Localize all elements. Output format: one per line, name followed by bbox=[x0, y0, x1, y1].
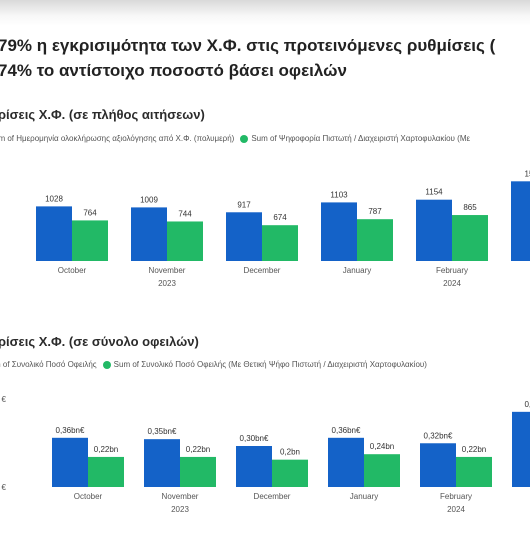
headline: 79% η εγκρισιμότητα των Χ.Φ. στις προτει… bbox=[0, 33, 530, 83]
chart2-title: ρίσεις Χ.Φ. (σε σύνολο οφειλών) bbox=[0, 334, 199, 349]
headline-line-2: 74% το αντίστοιχο ποσοστό βάσει οφειλών bbox=[0, 61, 347, 80]
top-fade bbox=[0, 0, 530, 26]
chart2-bar-s2 bbox=[180, 456, 216, 487]
chart2-bar-s1 bbox=[236, 446, 272, 487]
chart1-bar-s1 bbox=[226, 212, 262, 261]
chart1-data-label: 865 bbox=[463, 203, 477, 212]
chart2-x-year-label: 2023 bbox=[171, 505, 189, 514]
chart1-bar-s2 bbox=[262, 225, 298, 261]
chart1-data-label: 744 bbox=[178, 209, 192, 218]
chart2-data-label: 0,30bn€ bbox=[240, 434, 269, 443]
chart2-data-label: 0,22bn bbox=[94, 445, 118, 454]
chart1-bar-s1 bbox=[416, 199, 452, 261]
chart2-data-label: 0,24bn bbox=[370, 442, 394, 451]
chart1-x-tick-label: January bbox=[343, 266, 371, 275]
chart1-data-label: 1028 bbox=[45, 194, 63, 203]
chart2-svg: € €0,36bn€ 0,22bn October 0,35bn€ 0,22bn Novem… bbox=[2, 395, 530, 514]
chart2-x-tick-label: January bbox=[350, 492, 378, 501]
chart2-legend-item-2: Sum of Συνολικό Ποσό Οφειλής (Με Θετική … bbox=[113, 360, 427, 369]
chart1-x-tick-label: October bbox=[58, 266, 87, 275]
chart2-data-label: 0,36bn€ bbox=[332, 426, 361, 435]
chart2-bar-s1 bbox=[420, 443, 456, 487]
chart2-data-label: 0,36bn€ bbox=[56, 426, 85, 435]
chart2-y-tick-label: € bbox=[2, 483, 7, 492]
chart1-bar-s2 bbox=[452, 215, 488, 261]
chart2-data-label: 0,22bn bbox=[186, 445, 210, 454]
chart2-bar-s2 bbox=[272, 459, 308, 487]
chart2-y-tick-label: € bbox=[2, 395, 7, 404]
chart2-data-label: 0,2bn bbox=[280, 448, 300, 457]
chart1-svg: 1028 764 October 1009 744 November 2023 917 674 D… bbox=[36, 169, 530, 288]
chart1-bar-s1 bbox=[36, 206, 72, 261]
chart1-x-tick-label: February bbox=[436, 266, 468, 275]
chart2-bar-s2 bbox=[364, 454, 400, 487]
chart1-bar-s1 bbox=[131, 207, 167, 261]
chart2-bar-s1 bbox=[144, 439, 180, 487]
chart1-x-year-label: 2024 bbox=[443, 279, 461, 288]
chart1-title: ρίσεις Χ.Φ. (σε πλήθος αιτήσεων) bbox=[0, 107, 205, 122]
chart2-data-label: 0,22bn bbox=[462, 445, 486, 454]
chart1-bar-s1 bbox=[511, 181, 530, 261]
chart2-x-tick-label: October bbox=[74, 492, 103, 501]
chart1-legend: um of Ημερομηνία ολοκλήρωσης αξιολόγησης… bbox=[0, 134, 470, 143]
chart2-x-year-label: 2024 bbox=[447, 505, 465, 514]
chart2-bar-s1 bbox=[512, 411, 530, 487]
chart2-bar-s1 bbox=[52, 437, 88, 487]
chart1-x-tick-label: December bbox=[244, 266, 281, 275]
chart2-data-label: 0,5 bbox=[524, 400, 530, 409]
chart1-legend-item-1: um of Ημερομηνία ολοκλήρωσης αξιολόγησης… bbox=[0, 134, 235, 143]
chart1-data-label: 1103 bbox=[330, 190, 348, 199]
chart1-x-tick-label: November bbox=[149, 266, 186, 275]
chart1-bar-s2 bbox=[357, 219, 393, 261]
chart1-bar-s1 bbox=[321, 202, 357, 261]
chart2-legend-item-1: m of Συνολικό Ποσό Οφειλής bbox=[0, 360, 97, 369]
chart2-x-tick-label: February bbox=[440, 492, 472, 501]
chart1-data-label: 15 bbox=[525, 169, 530, 178]
chart2-data-label: 0,35bn€ bbox=[148, 427, 177, 436]
chart2-data-label: 0,32bn€ bbox=[424, 431, 453, 440]
chart2-x-tick-label: November bbox=[162, 492, 199, 501]
chart2-x-tick-label: December bbox=[254, 492, 291, 501]
chart1-x-year-label: 2023 bbox=[158, 279, 176, 288]
chart1-data-label: 1154 bbox=[425, 188, 443, 197]
chart2-legend: m of Συνολικό Ποσό Οφειλής Sum of Συνολι… bbox=[0, 360, 427, 369]
chart2-bar-s1 bbox=[328, 437, 364, 487]
chart1-bar-s2 bbox=[72, 220, 108, 261]
chart1-legend-item-2: Sum of Ψηφοφορία Πιστωτή / Διαχειριστή Χ… bbox=[251, 134, 471, 143]
chart1-data-label: 1009 bbox=[140, 195, 158, 204]
headline-line-1: 79% η εγκρισιμότητα των Χ.Φ. στις προτει… bbox=[0, 36, 496, 55]
chart1-data-label: 917 bbox=[237, 200, 251, 209]
chart2-bar-s2 bbox=[88, 456, 124, 487]
chart1-data-label: 764 bbox=[83, 208, 97, 217]
chart1-bar-s2 bbox=[167, 221, 203, 261]
chart2-legend-dot-green bbox=[102, 360, 111, 369]
chart1-legend-dot-green bbox=[240, 134, 249, 143]
chart1-data-label: 787 bbox=[368, 207, 382, 216]
chart1-data-label: 674 bbox=[273, 213, 287, 222]
chart2-bar-s2 bbox=[456, 456, 492, 487]
